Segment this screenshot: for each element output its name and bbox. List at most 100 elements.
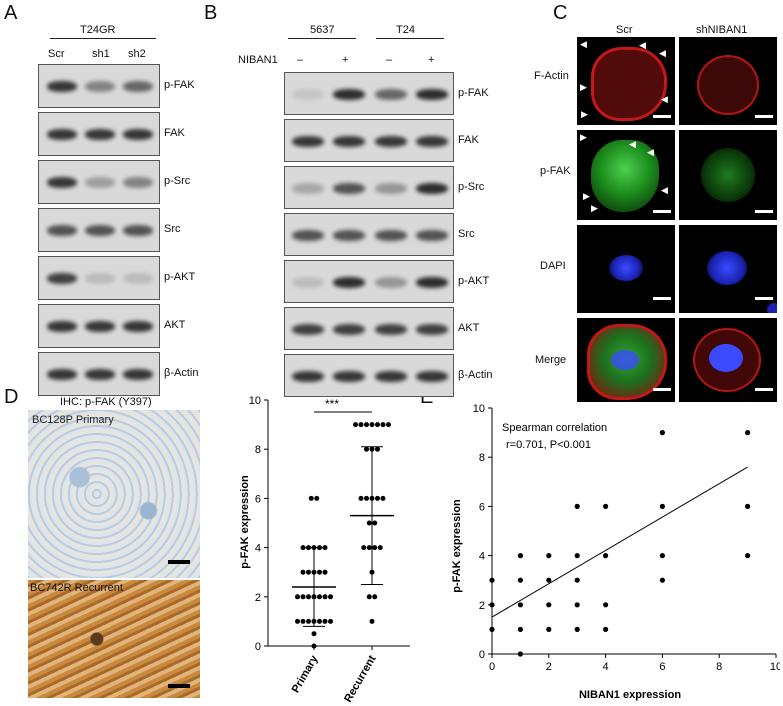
- panel-b-band: [291, 88, 324, 100]
- panel-a-band: [85, 321, 115, 332]
- y-tick-label: 8: [255, 444, 261, 456]
- data-point: [372, 520, 378, 526]
- data-point: [306, 618, 311, 624]
- panel-b-band: [416, 229, 449, 241]
- data-point: [366, 545, 372, 551]
- panel-b-protein-label: p-AKT: [458, 274, 490, 287]
- panel-a-band: [123, 321, 153, 332]
- data-point: [517, 577, 523, 583]
- data-point: [603, 503, 609, 509]
- panel-a-protein-label: β-Actin: [164, 367, 199, 379]
- data-point: [358, 422, 364, 428]
- data-point: [517, 602, 523, 608]
- panel-a-cell-line: T24GR: [80, 24, 116, 36]
- data-point: [366, 520, 372, 526]
- data-point: [328, 618, 333, 624]
- x-tick-label: 6: [659, 661, 665, 673]
- panel-a-band: [85, 129, 115, 140]
- panel-c-column-label: shNIBAN1: [696, 24, 748, 36]
- x-axis-label: NIBAN1 expression: [579, 689, 681, 701]
- panel-a-band: [47, 369, 77, 380]
- micrograph-dapi-shniban1: [679, 225, 777, 313]
- panel-a-band: [85, 81, 115, 92]
- panel-a-band: [85, 225, 115, 236]
- data-point: [574, 602, 580, 608]
- significance-label: ***: [325, 397, 339, 411]
- data-point: [546, 626, 552, 632]
- scatter-dot-plot-pfak: 0 2 4 6 8 10 Primary Recurrent p-FAK expression…: [239, 395, 410, 705]
- y-tick-label: 4: [479, 551, 485, 563]
- x-category-label: Primary: [290, 653, 321, 695]
- panel-a-blot-strip: [38, 64, 160, 108]
- panel-a-band: [47, 81, 77, 92]
- data-point: [369, 618, 375, 624]
- panel-a-band: [85, 369, 115, 380]
- micrograph-p-fak-shniban1: [679, 130, 777, 220]
- panel-a-band: [47, 225, 77, 236]
- y-tick-label: 0: [479, 649, 485, 661]
- panel-b-protein-label: FAK: [458, 133, 479, 146]
- panel-b-lane-sign: +: [428, 54, 435, 66]
- panel-a-blot-strip: [38, 112, 160, 156]
- micrograph-f-actin-scr: ◀ ◀ ◀ ▶ ◀ ▶: [577, 37, 675, 125]
- data-point: [311, 631, 317, 637]
- panel-b-band: [333, 182, 366, 194]
- data-point: [489, 626, 495, 632]
- data-point: [306, 594, 311, 600]
- ihc-image-label: BC742R Recurrent: [30, 582, 123, 594]
- data-point: [380, 422, 386, 428]
- data-point: [375, 446, 380, 452]
- micrograph-dapi-scr: [577, 225, 675, 313]
- panel-b-lane-sign: –: [297, 54, 304, 66]
- micrograph-merge-shniban1: [679, 318, 777, 402]
- data-point: [659, 577, 665, 583]
- data-point: [358, 495, 364, 501]
- scale-bar: [168, 684, 190, 688]
- y-tick-label: 10: [473, 403, 485, 415]
- panel-a-protein-label: p-AKT: [164, 271, 196, 283]
- data-point: [745, 503, 751, 509]
- panel-c-column-label: Scr: [616, 24, 633, 36]
- data-point: [546, 553, 552, 559]
- panel-a-band: [47, 273, 77, 284]
- data-point: [659, 430, 665, 436]
- data-point: [308, 495, 314, 501]
- annotation-stats: r=0.701, P<0.001: [506, 439, 591, 451]
- panel-a-band: [123, 81, 153, 92]
- panel-b-band: [374, 135, 407, 147]
- y-tick-label: 2: [255, 592, 261, 604]
- panel-b-band: [416, 135, 449, 147]
- data-point: [489, 577, 495, 583]
- data-point: [517, 553, 523, 559]
- panel-b-band: [374, 370, 407, 382]
- y-tick-label: 6: [479, 501, 485, 513]
- y-tick-label: 4: [255, 543, 261, 555]
- data-point: [574, 626, 580, 632]
- regression-line: [491, 466, 748, 618]
- panel-a-band: [85, 177, 115, 188]
- data-point: [603, 626, 609, 632]
- data-point: [659, 503, 665, 509]
- data-point: [603, 602, 609, 608]
- panel-b-band: [416, 88, 449, 100]
- panel-b-band: [291, 182, 324, 194]
- panel-a-protein-label: p-Src: [164, 175, 191, 187]
- x-tick-label: 2: [546, 661, 552, 673]
- y-tick-label: 0: [255, 641, 261, 653]
- panel-b-lane-sign: +: [342, 54, 349, 66]
- y-tick-label: 6: [255, 493, 261, 505]
- panel-b-blot-strip: [284, 119, 454, 162]
- panel-a-band: [123, 129, 153, 140]
- y-axis-label: p-FAK expression: [239, 475, 251, 569]
- data-point: [306, 569, 311, 575]
- data-point: [300, 618, 306, 624]
- ihc-title: IHC: p-FAK (Y397): [60, 396, 152, 408]
- panel-label-c: C: [553, 2, 568, 24]
- panel-b-band: [333, 88, 366, 100]
- x-tick-label: 10: [770, 661, 780, 673]
- panel-b-group-line: [376, 38, 444, 39]
- panel-b-band: [333, 229, 366, 241]
- data-point: [574, 553, 580, 559]
- panel-b-lane-sign: –: [386, 54, 393, 66]
- data-point: [489, 602, 495, 608]
